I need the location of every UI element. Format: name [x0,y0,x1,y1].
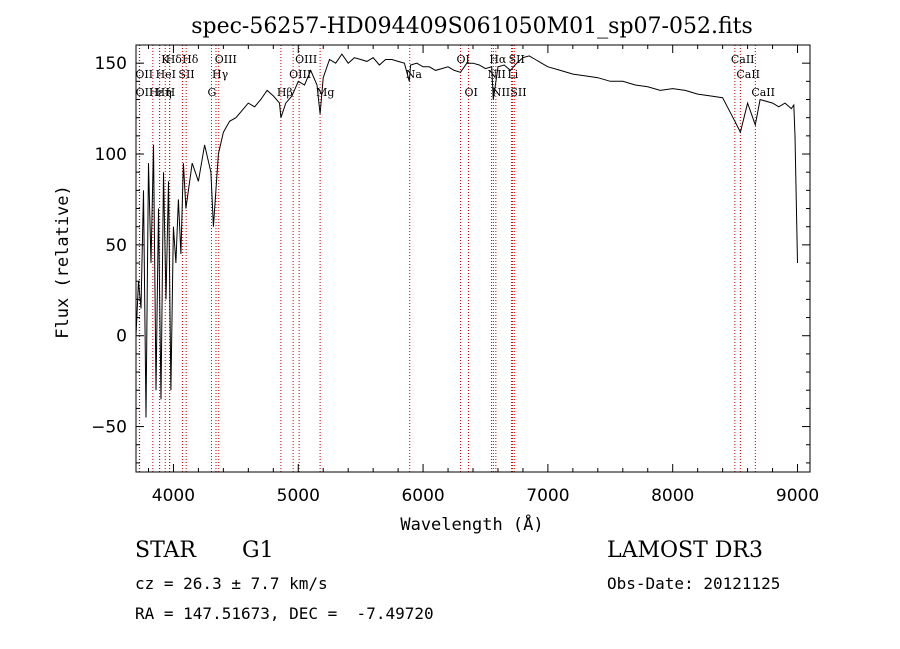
line-label: NII [487,68,505,81]
y-tick-label: 100 [95,145,127,165]
radec-text: RA = 147.51673, DEC = -7.49720 [135,604,434,623]
line-label: OIII [215,53,237,66]
subclass-label: G1 [242,538,274,563]
line-label: SII [178,68,194,81]
x-tick-label: 7000 [526,486,569,506]
line-label: Mg [316,86,334,99]
x-tick-label: 5000 [277,486,320,506]
line-label: Hγ [212,68,229,81]
chart-title: spec-56257-HD094409S061050M01_sp07-052.f… [191,14,753,39]
y-tick-label: 150 [95,54,127,74]
x-axis-label: Wavelength (Å) [400,513,543,535]
y-axis-label: Flux (relative) [53,185,73,339]
line-label: OIII [295,53,317,66]
line-label: H [166,86,176,99]
x-tick-label: 9000 [776,486,819,506]
y-tick-label: 0 [116,327,127,347]
class-label: STAR [135,538,196,563]
redshift-text: cz = 26.3 ± 7.7 km/s [135,574,328,593]
axes-frame [135,44,811,473]
line-label: OI [457,53,470,66]
line-label: K [161,53,170,66]
line-label: Li [507,68,518,81]
line-label: SII [509,53,525,66]
x-tick-label: 6000 [401,486,444,506]
line-label: G [208,86,217,99]
line-label: OII [135,68,153,81]
obs-date-text: Obs-Date: 20121125 [607,574,781,593]
line-label: Hδ [166,53,183,66]
line-label: Na [406,68,423,81]
line-label: Hδ [182,53,199,66]
x-tick-label: 4000 [152,486,195,506]
y-tick-label: −50 [91,418,127,438]
line-label: HeI [156,68,176,81]
line-label: CaII [736,68,760,81]
line-label: Hη [156,86,172,99]
line-label: Hε [149,86,165,99]
line-label: OI [465,86,478,99]
line-label: Hβ [277,86,293,99]
line-label: CaII [731,53,755,66]
line-label: CaII [751,86,775,99]
x-tick-label: 8000 [651,486,694,506]
line-label: OIII [289,68,311,81]
line-label: NII [492,86,510,99]
line-label: Hα [489,53,507,66]
line-label: OII [136,86,154,99]
survey-label: LAMOST DR3 [607,538,763,563]
y-tick-label: 50 [105,236,127,256]
spectrum-line [135,53,798,418]
line-label: SII [510,86,526,99]
